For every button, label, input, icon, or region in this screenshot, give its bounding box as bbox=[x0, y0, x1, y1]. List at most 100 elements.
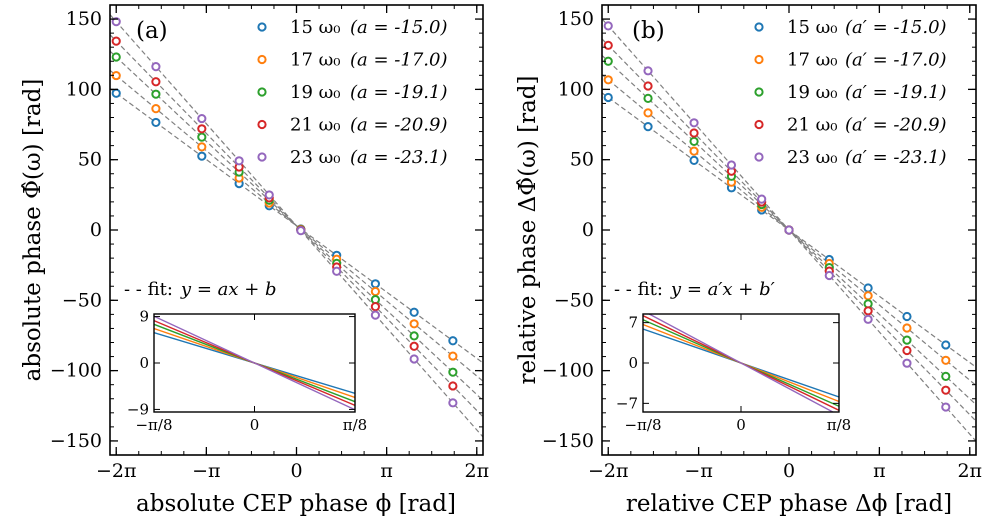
legend-coefficient: (a′ = -23.1) bbox=[845, 147, 947, 168]
fit-line-4 bbox=[110, 14, 483, 438]
inset-y-tick-label: 0 bbox=[628, 354, 638, 372]
data-point bbox=[863, 306, 873, 316]
x-tick-label: −π bbox=[684, 460, 712, 482]
legend-coefficient: (a = -17.0) bbox=[350, 50, 447, 71]
panel-b-frame bbox=[601, 4, 977, 456]
x-tick-label: −2π bbox=[588, 460, 629, 482]
data-point bbox=[643, 81, 653, 91]
data-point bbox=[409, 319, 419, 329]
panel-a-x-axis-label: absolute CEP phase ϕ [rad] bbox=[136, 491, 456, 517]
inset-x-tick-label: −π/8 bbox=[135, 416, 172, 434]
legend-marker bbox=[754, 152, 764, 162]
data-point bbox=[197, 124, 207, 134]
inset-y-tick-label: 9 bbox=[139, 308, 149, 326]
data-point bbox=[902, 345, 912, 356]
fit-line-0 bbox=[602, 92, 976, 368]
y-tick-label: −100 bbox=[542, 360, 594, 382]
panel-a-inset-lines bbox=[154, 315, 355, 411]
legend-entry: 21 ω₀ bbox=[290, 115, 341, 136]
y-tick-label: −100 bbox=[50, 360, 102, 382]
data-point bbox=[643, 108, 653, 118]
panel-b-ticks: −2π −π 0 π 2π −150 −100 −50 0 50 100 150 bbox=[542, 5, 982, 482]
legend-entry: 17 ω₀ bbox=[290, 50, 341, 71]
legend-entry: 21 ω₀ bbox=[787, 115, 838, 136]
legend-marker bbox=[257, 54, 267, 65]
y-tick-label: 150 bbox=[558, 8, 594, 30]
legend-marker bbox=[257, 119, 267, 130]
data-point bbox=[603, 21, 613, 31]
panel-b-legend: 15 ω₀ (a′ = -15.0) 17 ω₀ (a′ = -17.0) 19 ω₀ (… bbox=[754, 17, 947, 168]
x-tick-label: π bbox=[380, 460, 393, 482]
data-point bbox=[448, 398, 458, 408]
data-point bbox=[151, 77, 161, 87]
data-point bbox=[603, 75, 613, 85]
data-point bbox=[689, 128, 699, 138]
panel-a-label: (a) bbox=[136, 18, 168, 44]
inset-y-tick-label: 7 bbox=[628, 314, 638, 332]
panel-a-y-axis-label: absolute phase Φ̂(ω) [rad] bbox=[20, 79, 46, 382]
y-tick-label: −150 bbox=[542, 430, 594, 452]
y-tick-label: 0 bbox=[582, 219, 594, 241]
data-point bbox=[296, 226, 306, 236]
x-tick-label: 0 bbox=[783, 460, 795, 482]
panel-a-frame bbox=[109, 4, 484, 456]
data-point bbox=[603, 92, 613, 103]
data-point bbox=[643, 93, 653, 103]
data-point bbox=[151, 62, 161, 72]
legend-marker bbox=[754, 54, 764, 65]
panel-a-inset-ticks: −π/8 0 π/8 −9 0 9 bbox=[127, 308, 367, 434]
legend-entry: 17 ω₀ bbox=[787, 50, 838, 71]
y-tick-label: 50 bbox=[570, 149, 594, 171]
data-point bbox=[643, 66, 653, 76]
y-tick-label: −50 bbox=[62, 289, 102, 311]
x-tick-label: 0 bbox=[290, 460, 302, 482]
panel-b-inset-ticks: −π/8 0 π/8 −7 0 7 bbox=[616, 314, 851, 434]
data-point bbox=[863, 283, 873, 293]
legend-entry: 15 ω₀ bbox=[290, 17, 341, 38]
y-tick-label: 50 bbox=[78, 149, 102, 171]
data-point bbox=[332, 266, 342, 276]
panel-a-data-points bbox=[111, 17, 458, 408]
legend-coefficient: (a′ = -20.9) bbox=[845, 115, 947, 136]
inset-x-tick-label: π/8 bbox=[827, 416, 851, 434]
y-tick-label: 0 bbox=[90, 219, 102, 241]
data-point bbox=[197, 142, 207, 152]
panel-b-y-axis-label: relative phase ΔΦ̂(ω) [rad] bbox=[515, 75, 541, 384]
panel-b-inset-frame bbox=[642, 313, 840, 413]
data-point bbox=[409, 354, 419, 364]
legend-marker bbox=[257, 152, 267, 162]
data-point bbox=[197, 132, 207, 142]
panel-b: −2π −π 0 π 2π −150 −100 −50 0 50 100 150 (b) 15 ω₀ (… bbox=[515, 4, 982, 517]
y-tick-label: 150 bbox=[66, 8, 102, 30]
inset-x-tick-label: π/8 bbox=[343, 416, 367, 434]
y-tick-label: −150 bbox=[50, 430, 102, 452]
legend-coefficient: (a = -20.9) bbox=[350, 115, 447, 136]
inset-line-4 bbox=[154, 315, 355, 411]
inset-line-4 bbox=[647, 314, 835, 412]
legend-coefficient: (a = -15.0) bbox=[350, 17, 447, 38]
inset-y-tick-label: 0 bbox=[139, 354, 149, 372]
data-point bbox=[757, 194, 767, 204]
data-point bbox=[941, 402, 951, 412]
data-point bbox=[448, 351, 458, 361]
data-point bbox=[409, 341, 419, 351]
panel-b-label: (b) bbox=[632, 18, 665, 44]
data-point bbox=[370, 302, 381, 312]
data-point bbox=[448, 367, 458, 377]
data-point bbox=[111, 36, 121, 46]
panel-b-inset: −π/8 0 π/8 −7 0 7 bbox=[616, 313, 851, 434]
panel-b-fit-label: - - fit: y = a′x + b′ bbox=[614, 279, 775, 300]
data-point bbox=[941, 340, 951, 350]
legend-marker bbox=[754, 87, 764, 97]
legend-coefficient: (a′ = -15.0) bbox=[845, 17, 947, 38]
data-point bbox=[689, 118, 699, 128]
fit-line-2 bbox=[602, 54, 976, 406]
data-point bbox=[151, 104, 161, 114]
inset-x-tick-label: 0 bbox=[250, 416, 260, 434]
legend-marker bbox=[754, 119, 764, 130]
data-point bbox=[824, 270, 834, 281]
x-tick-label: −π bbox=[192, 460, 220, 482]
data-point bbox=[643, 122, 653, 132]
data-point bbox=[197, 151, 207, 161]
